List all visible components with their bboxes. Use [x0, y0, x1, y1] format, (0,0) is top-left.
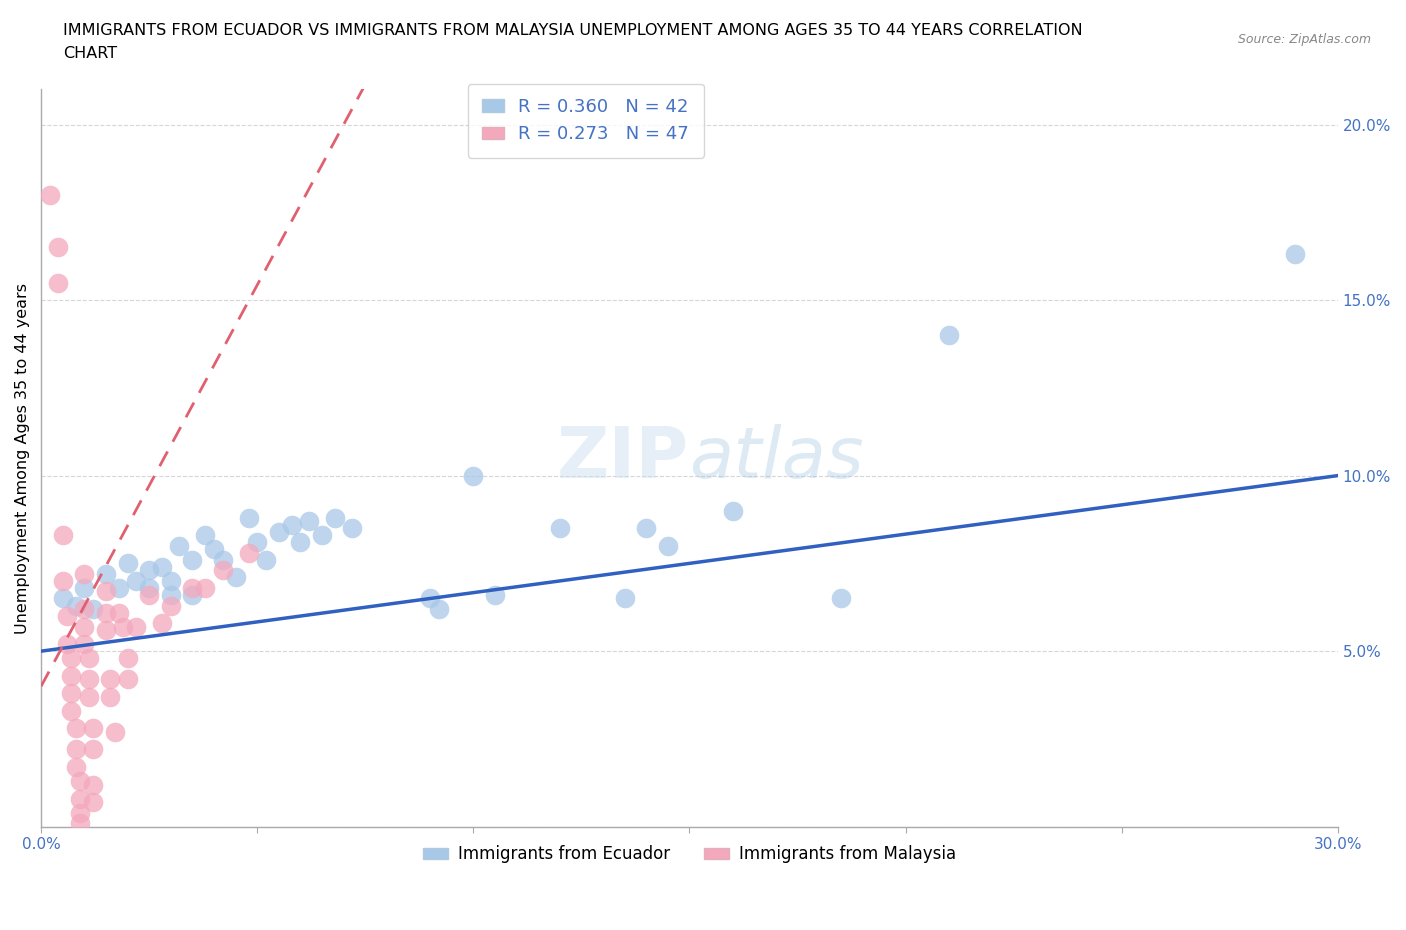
Point — [65, 742, 87, 757]
Point — [238, 545, 260, 560]
Point — [298, 513, 321, 528]
Point — [125, 619, 148, 634]
Point — [94, 623, 117, 638]
Point — [159, 574, 181, 589]
Point — [225, 570, 247, 585]
Point — [38, 187, 60, 202]
Point — [112, 619, 135, 634]
Point — [73, 566, 96, 581]
Point — [77, 689, 100, 704]
Point — [69, 774, 91, 789]
Point — [73, 580, 96, 595]
Point — [52, 591, 75, 606]
Point — [323, 511, 346, 525]
Point — [94, 566, 117, 581]
Point — [117, 671, 139, 686]
Point — [202, 542, 225, 557]
Point — [82, 742, 104, 757]
Point — [463, 468, 485, 483]
Point — [103, 724, 125, 739]
Point — [65, 721, 87, 736]
Point — [73, 619, 96, 634]
Point — [65, 598, 87, 613]
Point — [211, 563, 233, 578]
Point — [73, 602, 96, 617]
Point — [48, 275, 70, 290]
Point — [267, 525, 290, 539]
Point — [181, 580, 204, 595]
Y-axis label: Unemployment Among Ages 35 to 44 years: Unemployment Among Ages 35 to 44 years — [15, 283, 30, 633]
Point — [419, 591, 441, 606]
Point — [181, 552, 204, 567]
Point — [484, 588, 506, 603]
Point — [427, 602, 450, 617]
Point — [636, 521, 658, 536]
Point — [311, 528, 333, 543]
Point — [73, 637, 96, 652]
Point — [108, 605, 131, 620]
Point — [60, 685, 83, 700]
Point — [657, 538, 679, 553]
Point — [830, 591, 852, 606]
Point — [82, 602, 104, 617]
Point — [125, 574, 148, 589]
Point — [159, 588, 181, 603]
Point — [181, 588, 204, 603]
Point — [56, 637, 79, 652]
Point — [94, 605, 117, 620]
Point — [138, 580, 160, 595]
Text: ZIP: ZIP — [557, 423, 689, 493]
Point — [169, 538, 191, 553]
Point — [281, 517, 304, 532]
Text: IMMIGRANTS FROM ECUADOR VS IMMIGRANTS FROM MALAYSIA UNEMPLOYMENT AMONG AGES 35 T: IMMIGRANTS FROM ECUADOR VS IMMIGRANTS FR… — [63, 23, 1083, 38]
Point — [77, 671, 100, 686]
Point — [211, 552, 233, 567]
Point — [94, 584, 117, 599]
Point — [98, 689, 121, 704]
Point — [721, 503, 744, 518]
Point — [246, 535, 269, 550]
Point — [60, 703, 83, 718]
Point — [69, 805, 91, 820]
Point — [65, 760, 87, 775]
Point — [290, 535, 312, 550]
Point — [60, 651, 83, 666]
Text: atlas: atlas — [689, 423, 865, 493]
Point — [52, 528, 75, 543]
Point — [342, 521, 364, 536]
Legend: Immigrants from Ecuador, Immigrants from Malaysia: Immigrants from Ecuador, Immigrants from… — [416, 839, 962, 870]
Point — [77, 651, 100, 666]
Point — [117, 556, 139, 571]
Point — [238, 511, 260, 525]
Point — [254, 552, 277, 567]
Point — [138, 563, 160, 578]
Point — [48, 240, 70, 255]
Point — [194, 580, 217, 595]
Point — [69, 816, 91, 830]
Point — [613, 591, 636, 606]
Point — [60, 669, 83, 684]
Point — [56, 608, 79, 623]
Text: Source: ZipAtlas.com: Source: ZipAtlas.com — [1237, 33, 1371, 46]
Point — [938, 327, 960, 342]
Point — [82, 795, 104, 810]
Point — [194, 528, 217, 543]
Point — [69, 791, 91, 806]
Point — [150, 616, 173, 631]
Point — [82, 721, 104, 736]
Point — [138, 588, 160, 603]
Point — [117, 651, 139, 666]
Point — [159, 598, 181, 613]
Point — [82, 777, 104, 792]
Point — [548, 521, 571, 536]
Point — [52, 574, 75, 589]
Point — [150, 560, 173, 575]
Text: CHART: CHART — [63, 46, 117, 61]
Point — [108, 580, 131, 595]
Point — [98, 671, 121, 686]
Point — [1284, 247, 1306, 262]
